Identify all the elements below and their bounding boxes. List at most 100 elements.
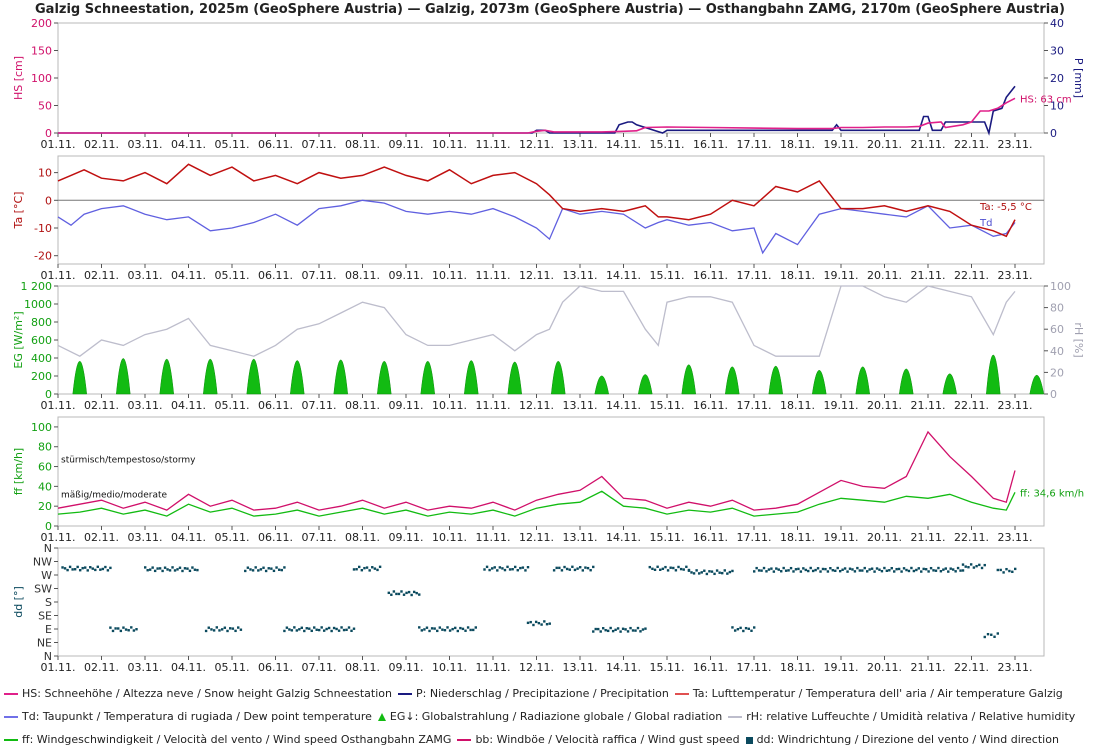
- dd-point: [597, 627, 600, 631]
- dd-point: [831, 569, 835, 572]
- dd-point: [626, 630, 630, 633]
- dd-point: [619, 630, 622, 633]
- dd-point: [86, 569, 89, 572]
- dd-point: [352, 627, 356, 630]
- dd-point: [529, 620, 532, 624]
- dd-point: [924, 568, 928, 571]
- dd-point: [880, 569, 884, 573]
- x-tick-label: 01.11.: [41, 661, 76, 674]
- dd-point: [210, 628, 213, 631]
- dd-point: [843, 567, 847, 570]
- dd-point: [606, 629, 610, 633]
- panel-frame-1: [57, 22, 1045, 134]
- legend-label: EG↓: Globalstrahlung / Radiazione global…: [389, 710, 723, 723]
- dd-point: [967, 566, 970, 569]
- dd-point: [826, 570, 830, 573]
- dd-point: [257, 569, 260, 572]
- x-tick-label: 01.11.: [41, 138, 76, 151]
- x-tick-label: 13.11.: [563, 531, 598, 544]
- x-tick-label: 05.11.: [215, 661, 250, 674]
- y-tick-label: S: [45, 596, 52, 609]
- dd-point: [161, 569, 164, 573]
- series-td-line: [57, 199, 1016, 255]
- dd-point: [290, 629, 294, 632]
- x-tick-label: 12.11.: [519, 269, 554, 282]
- dd-point: [856, 566, 859, 570]
- dd-point: [1005, 567, 1008, 571]
- dd-point: [846, 570, 849, 573]
- dd-point: [267, 567, 270, 570]
- dd-point: [264, 569, 268, 573]
- x-tick-label: 07.11.: [302, 269, 337, 282]
- dd-point: [66, 568, 69, 572]
- dd-point: [836, 566, 839, 570]
- dd-point: [124, 628, 128, 631]
- y2-tick-label: 10: [1050, 100, 1064, 113]
- dd-point: [944, 567, 948, 570]
- x-tick-label: 10.11.: [432, 269, 467, 282]
- panel-frame-5: [57, 547, 1045, 657]
- dd-point: [767, 568, 771, 571]
- dd-point: [594, 627, 597, 631]
- dd-point: [308, 627, 311, 630]
- x-tick-label: 05.11.: [215, 531, 250, 544]
- dd-point: [656, 565, 659, 568]
- x-tick-label: 11.11.: [476, 531, 511, 544]
- dd-point: [792, 570, 795, 573]
- x-tick-label: 22.11.: [954, 661, 989, 674]
- x-tick-label: 02.11.: [84, 661, 119, 674]
- dd-point: [841, 568, 844, 571]
- x-tick-label: 11.11.: [476, 138, 511, 151]
- dd-point: [592, 630, 595, 633]
- x-tick-label: 14.11.: [606, 661, 641, 674]
- y-tick-label: -10: [34, 222, 52, 235]
- x-tick-label: 03.11.: [128, 531, 163, 544]
- dd-point: [782, 566, 785, 570]
- x-tick-label: 03.11.: [128, 399, 163, 412]
- dd-point: [545, 623, 549, 626]
- dd-point: [493, 566, 496, 569]
- dd-point: [220, 628, 224, 631]
- dd-point: [624, 628, 627, 631]
- dd-point: [244, 569, 247, 573]
- dd-point: [320, 626, 323, 629]
- dd-point: [868, 568, 871, 571]
- x-tick-label: 21.11.: [911, 661, 946, 674]
- dd-point: [552, 569, 556, 572]
- dd-point: [285, 626, 289, 629]
- x-tick-label: 20.11.: [867, 269, 902, 282]
- dd-point: [878, 568, 881, 571]
- legend-swatch: [745, 736, 753, 744]
- x-tick-label: 06.11.: [258, 269, 293, 282]
- dd-point: [679, 567, 683, 571]
- dd-point: [990, 633, 993, 636]
- dd-point: [659, 568, 662, 571]
- dd-point: [811, 569, 815, 573]
- dd-point: [703, 569, 706, 572]
- dd-point: [188, 569, 192, 573]
- y-tick-label: 0: [45, 520, 52, 533]
- dd-point: [757, 569, 761, 572]
- dd-point: [589, 569, 592, 572]
- x-tick-label: 01.11.: [41, 399, 76, 412]
- dd-point: [303, 629, 306, 633]
- dd-point: [636, 626, 640, 630]
- x-tick-label: 03.11.: [128, 269, 163, 282]
- dd-point: [163, 566, 167, 569]
- dd-point: [755, 566, 758, 570]
- x-tick-label: 02.11.: [84, 138, 119, 151]
- dd-point: [173, 569, 177, 572]
- dd-point: [441, 628, 444, 631]
- y-tick-label: NE: [37, 637, 52, 650]
- dd-point: [753, 570, 756, 573]
- legend-label: bb: Windböe / Velocità raffica / Wind gu…: [475, 733, 740, 746]
- legend-item: HS: Schneehöhe / Altezza neve / Snow hei…: [4, 682, 392, 705]
- x-tick-label: 08.11.: [345, 138, 380, 151]
- dd-point: [677, 565, 680, 569]
- legend-item: bb: Windböe / Velocità raffica / Wind gu…: [457, 728, 740, 751]
- legend-label: rH: relative Luffeuchte / Umidità relati…: [746, 710, 1076, 723]
- dd-point: [519, 566, 522, 570]
- y2-tick-label: 0: [1050, 127, 1057, 140]
- x-tick-label: 17.11.: [737, 661, 772, 674]
- dd-point: [171, 566, 174, 569]
